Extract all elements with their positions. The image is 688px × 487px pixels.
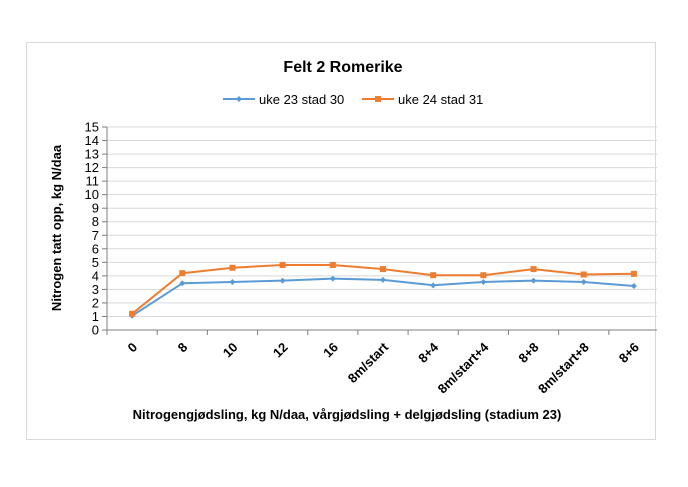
data-point: [530, 266, 537, 273]
y-tick-label-15: 15: [85, 120, 99, 135]
x-tick-label: 0: [124, 340, 140, 356]
legend-marker-uke24: [375, 96, 381, 102]
data-point: [229, 264, 236, 271]
x-tick-label: 8m/start+8: [535, 340, 592, 397]
x-axis-title: Nitrogengjødsling, kg N/daa, vårgjødslin…: [133, 407, 562, 422]
gridlines: [107, 126, 657, 317]
legend-label-uke23: uke 23 stad 30: [259, 92, 344, 107]
series-layer: [129, 262, 637, 319]
y-tick-label-9: 9: [92, 201, 99, 216]
y-tick-label-6: 6: [92, 241, 99, 256]
data-point: [380, 266, 386, 273]
y-tick-label-5: 5: [92, 255, 99, 270]
data-point: [530, 277, 537, 284]
data-point: [279, 262, 286, 269]
data-point: [580, 271, 587, 278]
x-tick-label: 8+4: [415, 339, 442, 366]
data-point: [430, 272, 437, 279]
data-point: [229, 278, 236, 285]
series-line-1: [131, 277, 634, 317]
x-axis: 0 8 10 12 16 8m/start 8+48m/start+4 8+88m/start…: [106, 329, 657, 397]
data-point: [630, 270, 637, 277]
y-tick-label-8: 8: [92, 214, 99, 229]
y-tick-label-3: 3: [92, 282, 99, 297]
data-point: [279, 277, 286, 284]
data-point: [329, 275, 336, 282]
data-point: [580, 278, 587, 285]
data-point: [129, 310, 136, 317]
y-tick-label-10: 10: [85, 187, 99, 202]
x-tick-label: 10: [220, 340, 241, 361]
x-tick-label: 8+6: [616, 340, 642, 366]
x-tick-label: 8+8: [515, 340, 541, 366]
x-tick-label: 8m/start+4: [435, 339, 492, 396]
y-tick-label-2: 2: [92, 295, 99, 310]
y-tick-label-12: 12: [85, 160, 99, 175]
legend-marker-uke23: [236, 96, 242, 102]
y-tick-label-13: 13: [85, 147, 99, 162]
x-tick-label: 12: [270, 340, 291, 361]
y-tick-label-14: 14: [85, 133, 99, 148]
line-chart: Felt 2 Romerike uke 23 stad 30 uke 24 st…: [49, 59, 657, 422]
x-tick-label: 8: [175, 340, 191, 356]
chart-title: Felt 2 Romerike: [283, 59, 402, 76]
data-point: [179, 280, 186, 287]
y-tick-label-7: 7: [92, 228, 99, 243]
data-point: [480, 272, 487, 279]
data-point: [380, 276, 386, 283]
y-tick-label-1: 1: [92, 309, 99, 324]
legend-label-uke24: uke 24 stad 31: [398, 92, 483, 107]
y-tick-label-11: 11: [86, 174, 100, 189]
data-point: [329, 262, 336, 269]
data-point: [630, 283, 637, 290]
data-point: [480, 278, 487, 285]
y-axis-title: Nitrogen tatt opp, kg N/daa: [49, 144, 64, 311]
data-point: [430, 282, 437, 289]
legend: uke 23 stad 30 uke 24 stad 31: [223, 92, 483, 107]
data-point: [179, 270, 186, 277]
y-tick-label-4: 4: [92, 268, 99, 283]
chart-area: Felt 2 Romerike uke 23 stad 30 uke 24 st…: [26, 42, 657, 440]
x-tick-label: 16: [320, 340, 341, 361]
y-tick-label-0: 0: [92, 323, 99, 338]
x-tick-label: 8m/start: [345, 339, 392, 386]
